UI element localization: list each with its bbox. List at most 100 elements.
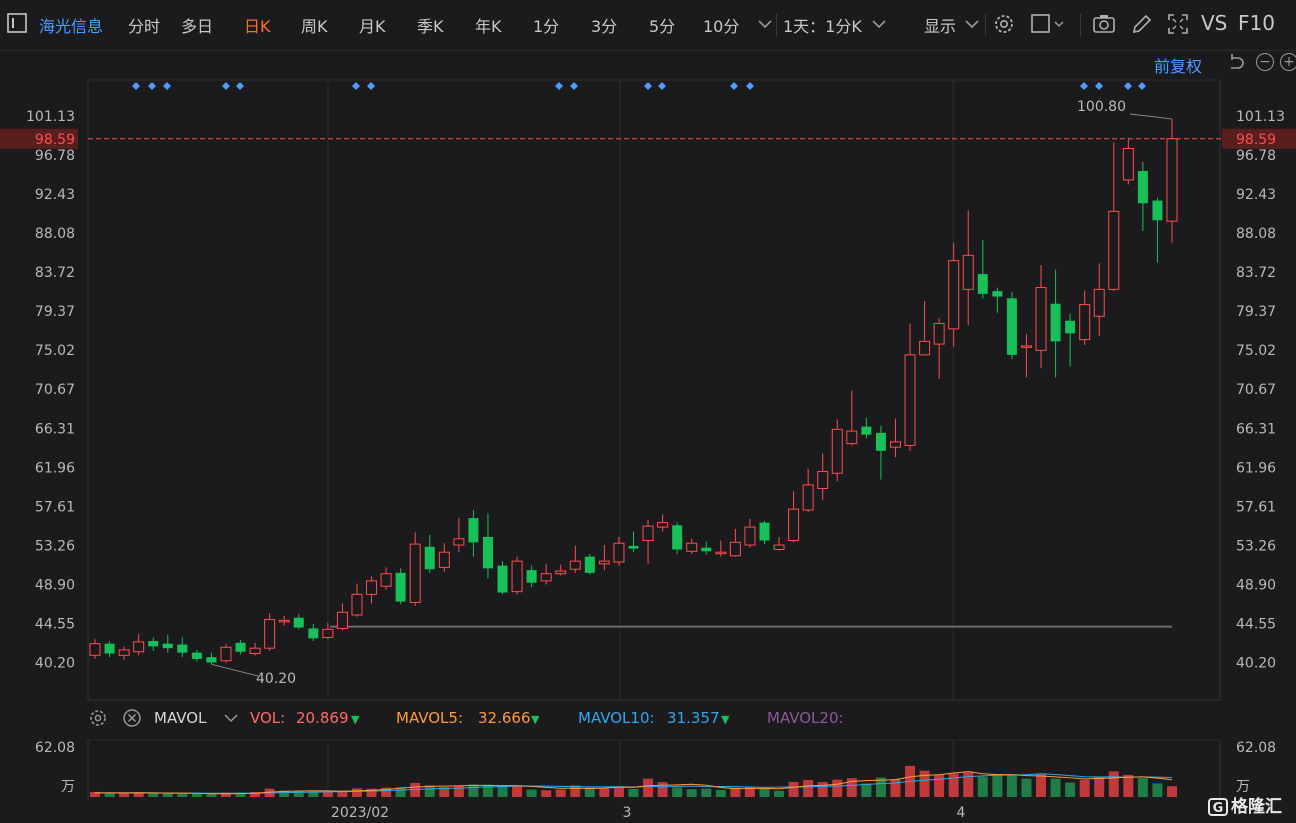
volume-axis-top-left: 62.08 — [35, 740, 75, 756]
event-marker-icon — [644, 82, 652, 90]
display-chevron-icon[interactable] — [963, 13, 987, 37]
volume-bar — [119, 792, 130, 797]
layout-square-icon[interactable] — [1030, 12, 1064, 36]
volume-bar — [1006, 774, 1017, 797]
candle-body — [904, 354, 916, 446]
volume-bar — [672, 787, 683, 797]
period-tab-quarter-k[interactable]: 季K — [417, 17, 444, 36]
mavol10-value: 31.357 — [667, 709, 720, 727]
period-tab-5min[interactable]: 5分 — [649, 17, 676, 36]
volume-bar — [497, 786, 508, 797]
last-price-label-right: 98.59 — [1236, 132, 1276, 148]
volume-bar — [220, 792, 231, 797]
candle-body — [861, 426, 872, 435]
candle-body — [788, 508, 800, 542]
gear-icon[interactable] — [992, 12, 1016, 36]
volume-bar — [1167, 786, 1177, 797]
volume-bar — [803, 779, 814, 797]
volume-bar — [279, 790, 290, 797]
fullscreen-icon[interactable] — [1166, 12, 1190, 36]
candlestick-chart[interactable]: 101.13 101.13 96.78 96.78 92.43 92.43 88.08 88.… — [0, 50, 1296, 823]
sidebar-toggle-icon[interactable] — [6, 12, 30, 36]
zoom-in-icon[interactable]: + — [1280, 53, 1296, 71]
candle-body — [672, 525, 683, 550]
camera-icon[interactable] — [1092, 12, 1116, 36]
period-tab-week-k[interactable]: 周K — [301, 17, 328, 36]
toolbar: 海光信息 分时 多日 日K 周K 月K 季K 年K 1分 3分 5分 10分 1… — [0, 0, 1296, 51]
volume-bar — [1079, 779, 1090, 797]
event-marker-icon — [1124, 82, 1132, 90]
candle-body — [977, 274, 988, 294]
price-tick-left: 101.13 — [26, 109, 75, 125]
volume-bar — [963, 772, 974, 797]
event-marker-icon — [222, 82, 230, 90]
candle-body — [220, 646, 232, 662]
volume-bar — [1050, 778, 1061, 797]
period-tab-3min[interactable]: 3分 — [591, 17, 618, 36]
mavol5-down-arrow-icon: ▼ — [531, 713, 540, 726]
volume-settings-gear-icon[interactable] — [88, 708, 108, 728]
event-marker-icon — [1138, 82, 1146, 90]
f10-button[interactable]: F10 — [1238, 11, 1275, 35]
candle-body — [468, 518, 479, 543]
volume-bar — [293, 791, 304, 797]
period-tab-year-k[interactable]: 年K — [475, 17, 502, 36]
candle-body — [555, 570, 567, 575]
interval-chevron-icon[interactable] — [870, 13, 894, 37]
price-tick-right: 66.31 — [1236, 421, 1276, 437]
period-tab-multi-day[interactable]: 多日 — [181, 17, 214, 36]
event-marker-icon — [730, 82, 738, 90]
adjust-mode-button[interactable]: 前复权 — [1154, 57, 1203, 76]
period-tab-intraday[interactable]: 分时 — [128, 17, 161, 36]
candle-body — [889, 441, 901, 448]
period-tab-10min[interactable]: 10分 — [703, 17, 740, 36]
event-marker-icon — [570, 82, 578, 90]
candle-body — [628, 545, 639, 549]
mavol10-label: MAVOL10: — [578, 709, 655, 727]
indicator-chevron-icon[interactable] — [222, 708, 240, 728]
price-tick-left: 48.90 — [35, 577, 75, 593]
event-marker-icon — [132, 82, 140, 90]
undo-icon[interactable] — [1226, 52, 1250, 76]
vs-compare-button[interactable]: VS — [1201, 11, 1228, 35]
volume-bar — [948, 773, 959, 797]
price-tick-right: 70.67 — [1236, 382, 1276, 398]
toolbar-divider — [776, 14, 777, 36]
price-tick-left: 40.20 — [35, 656, 75, 672]
toolbar-divider — [985, 14, 986, 36]
close-indicator-icon[interactable] — [122, 708, 142, 728]
display-menu[interactable]: 显示 — [924, 17, 957, 36]
period-tab-1min[interactable]: 1分 — [533, 17, 560, 36]
candle-body — [1108, 210, 1120, 290]
volume-bar — [657, 782, 668, 797]
zoom-out-icon[interactable]: − — [1256, 53, 1274, 71]
watermark-logo: G 格隆汇 — [1208, 792, 1282, 817]
pencil-icon[interactable] — [1130, 12, 1154, 36]
candle-body — [773, 544, 785, 550]
period-tab-month-k[interactable]: 月K — [359, 17, 386, 36]
date-label-feb: 2023/02 — [331, 805, 389, 821]
volume-bar — [832, 779, 843, 797]
candle-body — [1166, 138, 1178, 222]
volume-bar — [1094, 776, 1105, 797]
candle-body — [89, 643, 101, 656]
volume-unit-left: 万 — [61, 779, 75, 795]
candle-body — [1050, 303, 1061, 342]
interval-select[interactable]: 1天：1分K — [783, 17, 862, 36]
period-tab-day-k[interactable]: 日K — [244, 17, 271, 36]
vol-down-arrow-icon: ▼ — [351, 713, 360, 726]
volume-bar — [526, 789, 537, 797]
volume-bar — [977, 776, 988, 797]
more-periods-chevron-icon[interactable] — [756, 13, 780, 37]
price-tick-left: 53.26 — [35, 538, 75, 554]
indicator-name[interactable]: MAVOL — [154, 709, 207, 727]
candle-body — [104, 643, 115, 654]
event-marker-icon — [236, 82, 244, 90]
volume-bar — [453, 785, 464, 797]
stock-name[interactable]: 海光信息 — [39, 17, 104, 36]
mavol20-label: MAVOL20: — [767, 709, 844, 727]
price-tick-right: 53.26 — [1236, 538, 1276, 554]
price-tick-left: 61.96 — [35, 460, 75, 476]
event-marker-icon — [555, 82, 563, 90]
candle-body — [526, 570, 537, 583]
